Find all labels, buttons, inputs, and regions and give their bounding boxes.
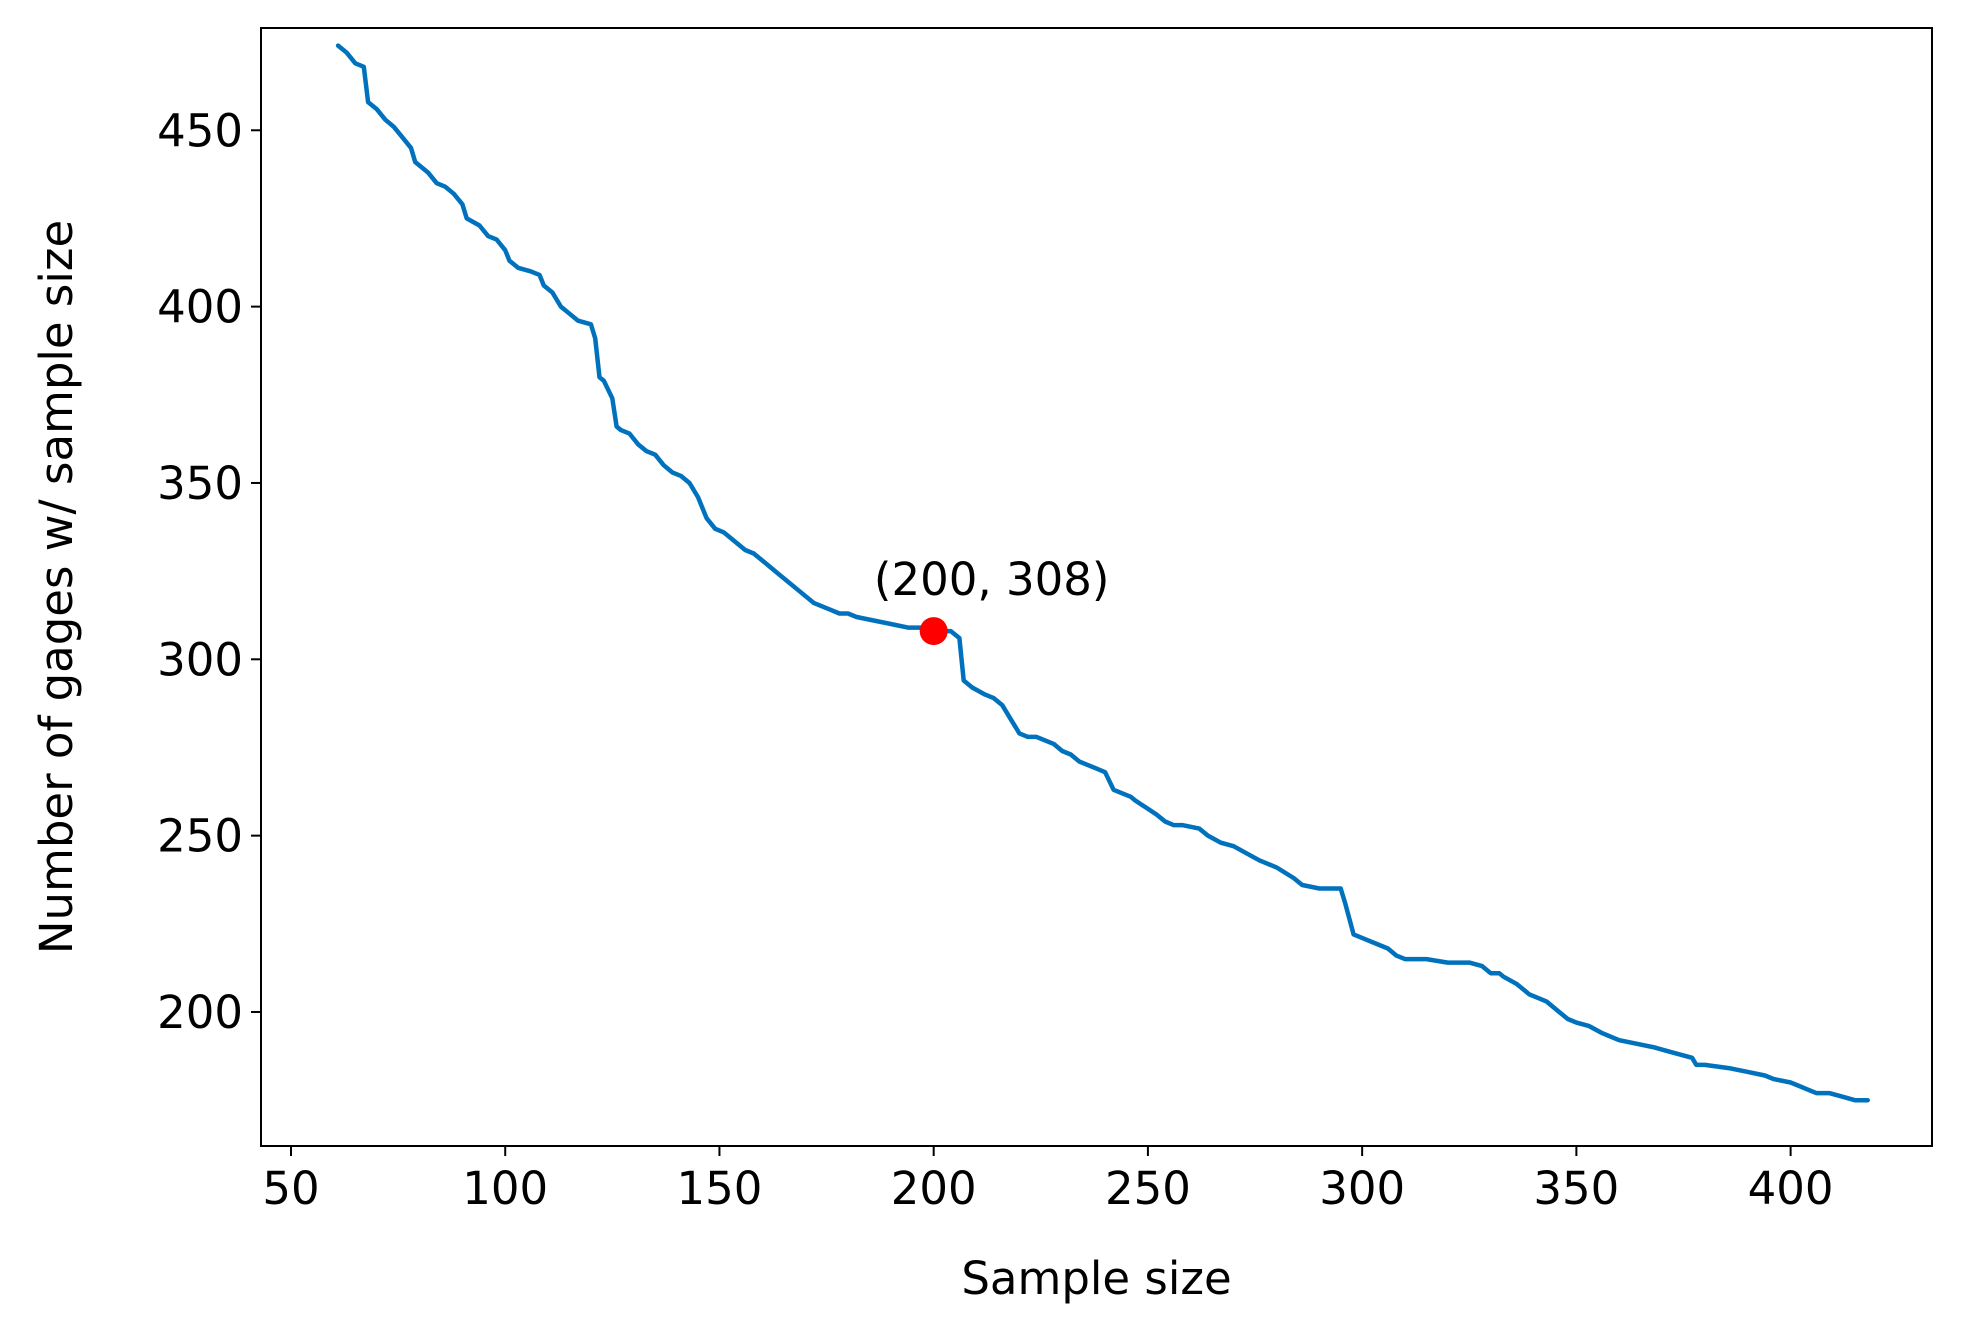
x-tick-label: 350 <box>1533 1162 1619 1215</box>
x-tick-label: 150 <box>677 1162 763 1215</box>
y-tick-label: 350 <box>157 457 243 510</box>
x-tick-label: 100 <box>462 1162 548 1215</box>
y-axis-label: Number of gages w/ sample size <box>30 220 83 954</box>
y-tick-label: 400 <box>157 281 243 334</box>
highlight-annotation: (200, 308) <box>874 553 1110 606</box>
plot-frame <box>260 27 1933 1147</box>
x-tick-label: 250 <box>1105 1162 1191 1215</box>
x-tick-label: 400 <box>1748 1162 1834 1215</box>
y-tick-label: 200 <box>157 986 243 1039</box>
y-tick-label: 450 <box>157 104 243 157</box>
plot-area <box>335 43 1870 1103</box>
axis-ticks: 50 100 150 200 250 300 350 400 200 250 300 350 400 45… <box>157 104 1833 1215</box>
x-tick-label: 200 <box>891 1162 977 1215</box>
y-tick-label: 250 <box>157 810 243 863</box>
x-axis-label: Sample size <box>961 1252 1231 1305</box>
y-tick-label: 300 <box>157 633 243 686</box>
x-tick-label: 50 <box>262 1162 319 1215</box>
series-line-0 <box>335 43 1870 1103</box>
highlight-point <box>919 617 948 646</box>
x-tick-label: 300 <box>1319 1162 1405 1215</box>
